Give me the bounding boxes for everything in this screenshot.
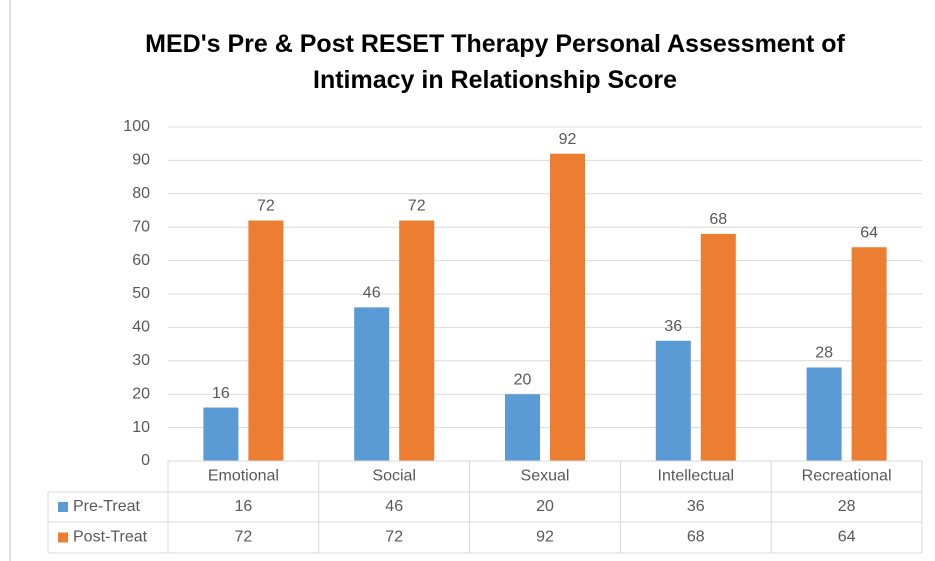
bar xyxy=(505,394,540,461)
table-value: 28 xyxy=(838,498,856,515)
y-tick-label: 30 xyxy=(132,352,150,369)
value-label: 36 xyxy=(664,318,682,335)
table-value: 68 xyxy=(687,529,705,546)
bar xyxy=(248,220,284,461)
bar xyxy=(700,233,736,461)
y-tick-label: 0 xyxy=(141,452,150,469)
table-category-label: Intellectual xyxy=(658,468,735,485)
y-tick-label: 90 xyxy=(132,152,150,169)
y-tick-label: 60 xyxy=(132,252,150,269)
table-value: 72 xyxy=(235,529,253,546)
value-label: 92 xyxy=(559,131,577,148)
table-value: 72 xyxy=(385,529,403,546)
value-label: 20 xyxy=(514,371,532,388)
y-tick-label: 20 xyxy=(132,385,150,402)
table-value: 16 xyxy=(235,498,253,515)
y-tick-label: 80 xyxy=(132,185,150,202)
legend-swatch xyxy=(58,502,68,512)
y-tick-label: 70 xyxy=(132,218,150,235)
bar xyxy=(851,247,887,461)
chart-title: MED's Pre & Post RESET Therapy Personal … xyxy=(145,30,845,94)
y-tick-label: 40 xyxy=(132,319,150,336)
table-category-label: Social xyxy=(372,468,416,485)
table-category-label: Emotional xyxy=(208,468,279,485)
bar xyxy=(354,307,390,461)
legend-label: Pre-Treat xyxy=(73,498,141,515)
value-label: 46 xyxy=(363,285,381,302)
value-label: 16 xyxy=(212,385,230,402)
bar xyxy=(203,407,239,461)
y-tick-label: 100 xyxy=(123,118,150,135)
table-value: 46 xyxy=(385,498,403,515)
table-value: 92 xyxy=(536,529,554,546)
y-tick-label: 50 xyxy=(132,285,150,302)
table-category-label: Sexual xyxy=(521,468,570,485)
table-value: 36 xyxy=(687,498,705,515)
value-label: 64 xyxy=(860,224,878,241)
bar xyxy=(399,220,435,461)
table-category-label: Recreational xyxy=(802,468,892,485)
table-value: 64 xyxy=(838,529,856,546)
value-label: 68 xyxy=(709,211,727,228)
y-tick-label: 10 xyxy=(132,419,150,436)
table-value: 20 xyxy=(536,498,554,515)
legend-label: Post-Treat xyxy=(73,529,148,546)
bar xyxy=(655,340,691,461)
value-label: 28 xyxy=(815,345,833,362)
value-label: 72 xyxy=(408,198,426,215)
bar xyxy=(806,367,842,461)
legend-swatch xyxy=(58,532,68,543)
bar xyxy=(550,153,585,461)
value-label: 72 xyxy=(257,198,275,215)
